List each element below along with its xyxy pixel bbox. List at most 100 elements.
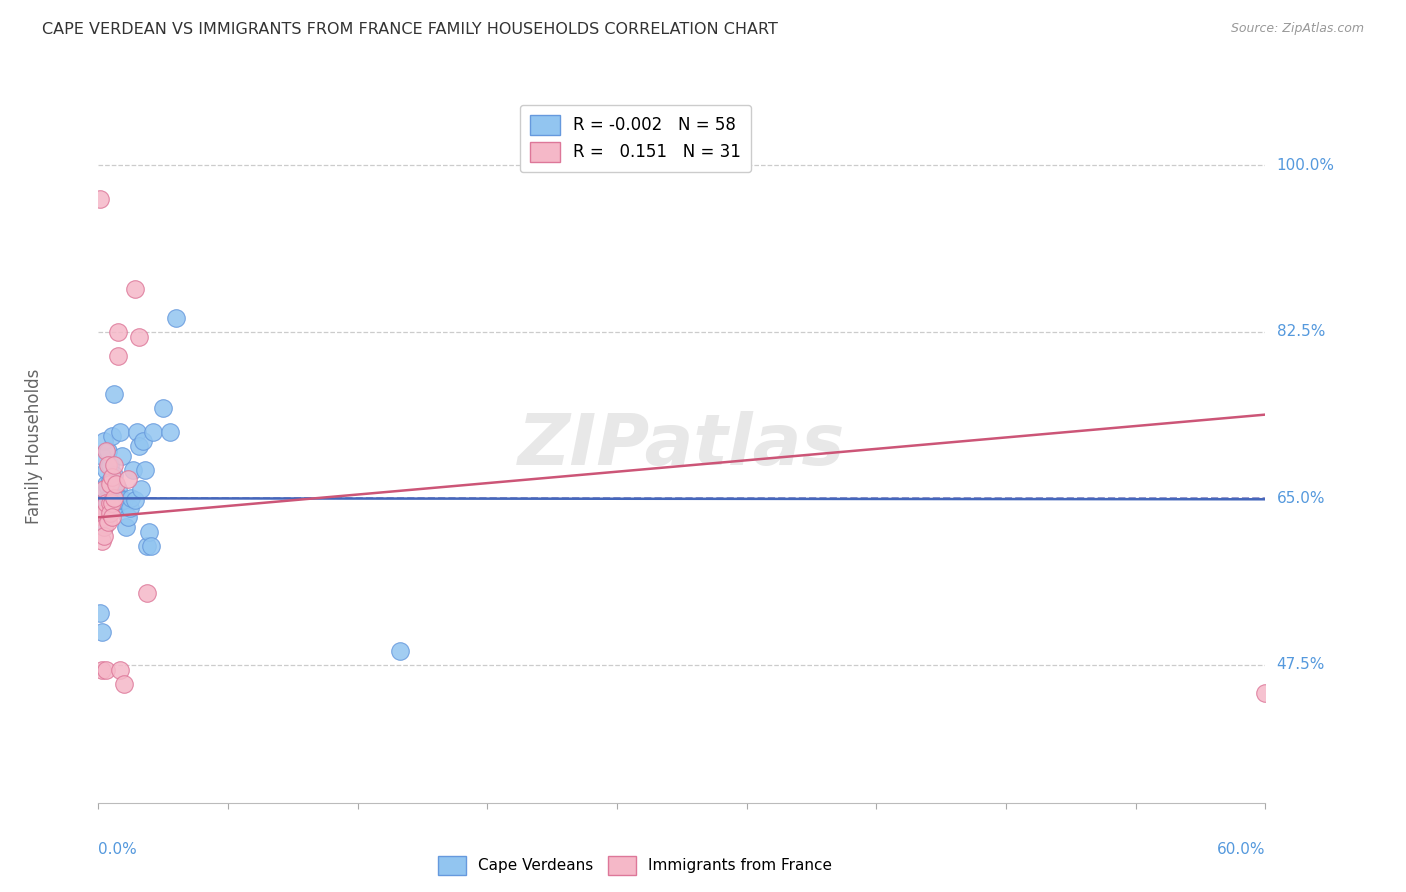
Point xyxy=(388,643,411,657)
Point xyxy=(89,606,111,620)
Text: Family Households: Family Households xyxy=(25,368,44,524)
Point xyxy=(98,474,121,488)
Point xyxy=(91,663,114,677)
Point xyxy=(93,482,115,496)
Point xyxy=(97,458,120,472)
Point xyxy=(132,434,155,449)
Point xyxy=(128,439,150,453)
Point xyxy=(93,520,115,534)
Point xyxy=(96,510,118,524)
Text: Source: ZipAtlas.com: Source: ZipAtlas.com xyxy=(1230,22,1364,36)
Point xyxy=(111,449,134,463)
Point xyxy=(97,506,120,520)
Point xyxy=(101,483,124,498)
Point xyxy=(98,477,121,491)
Point xyxy=(97,480,120,494)
Point xyxy=(91,624,114,639)
Point xyxy=(165,310,187,325)
Point xyxy=(97,443,120,458)
Point xyxy=(104,477,127,491)
Point xyxy=(93,500,115,515)
Point xyxy=(98,490,121,504)
Point xyxy=(138,524,160,539)
Point xyxy=(118,500,141,515)
Point xyxy=(101,429,124,443)
Point xyxy=(93,434,115,449)
Point xyxy=(122,463,145,477)
Point xyxy=(96,493,118,508)
Point xyxy=(152,401,174,415)
Point xyxy=(101,496,124,510)
Text: 82.5%: 82.5% xyxy=(1277,325,1324,339)
Point xyxy=(136,539,159,553)
Point xyxy=(142,425,165,439)
Point xyxy=(124,493,146,508)
Point xyxy=(103,491,125,506)
Point xyxy=(1254,686,1277,700)
Point xyxy=(107,349,129,363)
Point xyxy=(121,491,143,506)
Point xyxy=(91,449,114,463)
Text: 0.0%: 0.0% xyxy=(98,842,138,856)
Point xyxy=(93,506,115,520)
Text: CAPE VERDEAN VS IMMIGRANTS FROM FRANCE FAMILY HOUSEHOLDS CORRELATION CHART: CAPE VERDEAN VS IMMIGRANTS FROM FRANCE F… xyxy=(42,22,778,37)
Point xyxy=(159,425,181,439)
Point xyxy=(134,463,156,477)
Point xyxy=(104,486,127,500)
Point xyxy=(112,493,135,508)
Point xyxy=(104,499,127,513)
Point xyxy=(96,663,118,677)
Point xyxy=(101,510,124,524)
Point xyxy=(93,520,115,534)
Point xyxy=(128,329,150,343)
Point xyxy=(112,677,135,691)
Point xyxy=(89,192,111,206)
Point xyxy=(96,496,118,510)
Point xyxy=(107,482,129,496)
Point xyxy=(91,510,114,524)
Point xyxy=(111,493,134,508)
Point xyxy=(107,325,129,339)
Point xyxy=(97,515,120,529)
Legend: Cape Verdeans, Immigrants from France: Cape Verdeans, Immigrants from France xyxy=(432,850,838,880)
Point xyxy=(117,510,139,524)
Point xyxy=(98,458,121,472)
Point xyxy=(101,499,124,513)
Point xyxy=(96,463,118,477)
Point xyxy=(139,539,162,553)
Point xyxy=(108,663,131,677)
Point xyxy=(136,586,159,600)
Point xyxy=(103,467,125,482)
Point xyxy=(97,491,120,506)
Text: ZIPatlas: ZIPatlas xyxy=(519,411,845,481)
Point xyxy=(127,425,149,439)
Point xyxy=(98,496,121,510)
Point xyxy=(96,477,118,491)
Point xyxy=(107,493,129,508)
Point xyxy=(103,458,125,472)
Point xyxy=(103,386,125,401)
Point xyxy=(101,470,124,484)
Point xyxy=(103,482,125,496)
Point xyxy=(93,529,115,543)
Point xyxy=(93,482,115,496)
Point xyxy=(91,482,114,496)
Point xyxy=(124,282,146,296)
Point xyxy=(91,496,114,510)
Point xyxy=(89,515,111,529)
Text: 47.5%: 47.5% xyxy=(1277,657,1324,673)
Text: 60.0%: 60.0% xyxy=(1218,842,1265,856)
Point xyxy=(114,520,136,534)
Point xyxy=(108,491,131,506)
Point xyxy=(103,493,125,508)
Point xyxy=(117,472,139,486)
Point xyxy=(98,502,121,516)
Point xyxy=(96,443,118,458)
Point xyxy=(101,470,124,484)
Point xyxy=(98,506,121,520)
Text: 100.0%: 100.0% xyxy=(1277,158,1334,173)
Text: 65.0%: 65.0% xyxy=(1277,491,1324,506)
Point xyxy=(91,534,114,549)
Point xyxy=(108,425,131,439)
Point xyxy=(129,482,152,496)
